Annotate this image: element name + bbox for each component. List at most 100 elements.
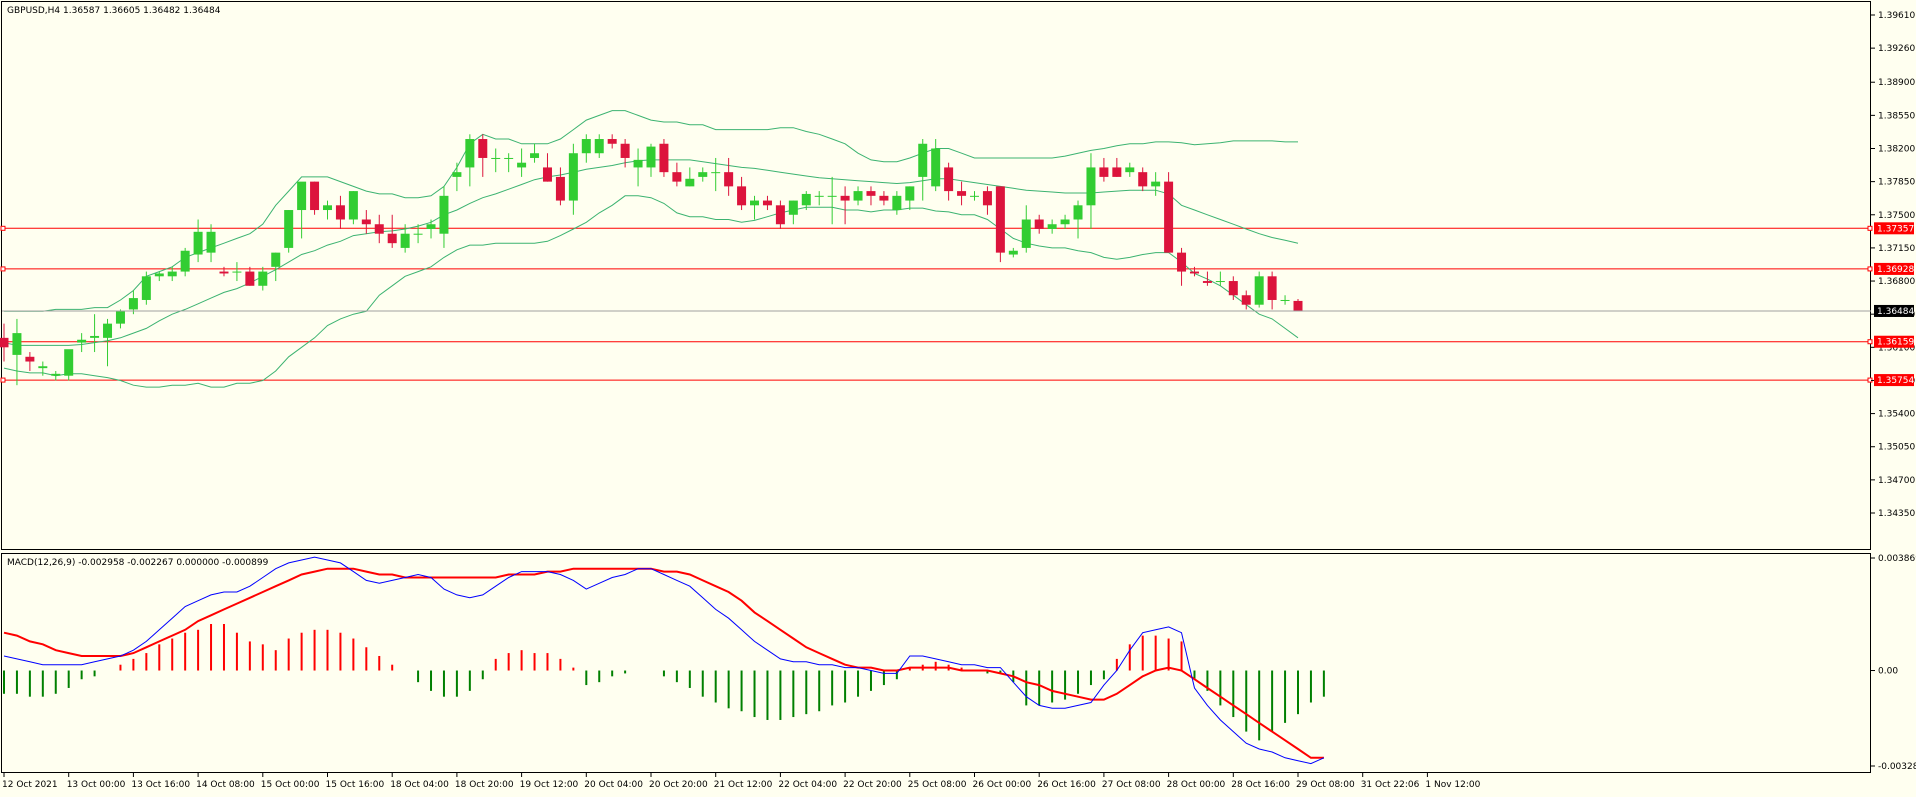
candle-body xyxy=(387,233,397,244)
candle-body xyxy=(646,146,656,168)
time-tick-label: 20 Oct 04:00 xyxy=(584,780,643,790)
candle-78 xyxy=(1008,247,1018,258)
macd-header: MACD(12,26,9) -0.002958 -0.002267 0.0000… xyxy=(7,558,269,568)
candle-body xyxy=(167,271,177,277)
candle-74 xyxy=(957,181,967,206)
level-tag-label: 1.37357 xyxy=(1877,224,1914,234)
candle-4 xyxy=(51,370,61,381)
candle-body xyxy=(374,224,384,234)
candle-body xyxy=(672,172,682,182)
candle-57 xyxy=(737,176,747,211)
candle-body xyxy=(426,224,436,229)
candle-100 xyxy=(1293,299,1303,312)
time-tick-label: 20 Oct 20:00 xyxy=(649,780,708,790)
macd-axis: 0.003869 0.00 -0.003283 xyxy=(1871,554,1916,772)
candle-92 xyxy=(1189,266,1199,277)
time-tick-label: 15 Oct 16:00 xyxy=(326,780,385,790)
candle-body xyxy=(866,191,876,196)
candle-body xyxy=(659,143,669,173)
candle-32 xyxy=(413,224,423,244)
level-handle-right-1 xyxy=(1867,266,1873,272)
candle-body xyxy=(154,273,164,277)
time-tick-label: 28 Oct 00:00 xyxy=(1167,780,1226,790)
candle-body xyxy=(51,373,61,376)
macd-tick-label: 0.003869 xyxy=(1878,554,1916,564)
current-price-label: 1.36484 xyxy=(1877,307,1914,317)
candle-6 xyxy=(77,333,87,353)
candle-body xyxy=(413,233,423,235)
candle-body xyxy=(206,231,216,253)
candle-body xyxy=(737,186,747,206)
candle-body xyxy=(1280,299,1290,301)
price-tick-label: 1.36100 xyxy=(1878,343,1915,353)
candle-39 xyxy=(504,153,514,173)
candle-body xyxy=(193,231,203,255)
time-tick-label: 18 Oct 04:00 xyxy=(390,780,449,790)
candle-body xyxy=(957,191,967,196)
candle-body xyxy=(491,157,501,159)
candle-52 xyxy=(672,162,682,187)
candle-body xyxy=(724,172,734,187)
candle-body xyxy=(995,186,1005,253)
candle-22 xyxy=(284,210,294,253)
candle-48 xyxy=(620,139,630,168)
candle-82 xyxy=(1060,214,1070,229)
price-tick-label: 1.39610 xyxy=(1878,11,1915,21)
price-tick-label: 1.37150 xyxy=(1878,244,1915,254)
candle-35 xyxy=(452,162,462,192)
candle-9 xyxy=(115,309,125,329)
candle-body xyxy=(788,200,798,215)
candle-60 xyxy=(775,200,785,229)
candle-50 xyxy=(646,143,656,177)
candle-2 xyxy=(25,352,35,371)
level-handle-left-1 xyxy=(0,266,6,272)
time-tick-label: 13 Oct 16:00 xyxy=(131,780,190,790)
candle-body xyxy=(1021,219,1031,248)
candle-46 xyxy=(594,134,604,158)
candle-body xyxy=(517,162,527,168)
candle-25 xyxy=(323,200,332,220)
candle-body xyxy=(853,191,863,201)
candle-body xyxy=(335,205,345,220)
candle-body xyxy=(103,323,113,338)
candle-62 xyxy=(801,191,811,211)
price-tick-label: 1.35400 xyxy=(1878,410,1915,420)
candle-body xyxy=(711,172,721,174)
candle-71 xyxy=(918,139,928,201)
candle-body xyxy=(348,191,358,220)
candle-31 xyxy=(400,224,410,253)
candle-79 xyxy=(1021,205,1031,253)
candle-body xyxy=(568,153,578,201)
candle-body xyxy=(879,195,889,201)
candle-95 xyxy=(1228,276,1238,300)
candle-body xyxy=(1086,167,1096,206)
candle-80 xyxy=(1034,214,1044,234)
candle-21 xyxy=(271,252,281,282)
candle-20 xyxy=(258,266,268,291)
candle-body xyxy=(1138,172,1148,187)
time-tick-label: 15 Oct 00:00 xyxy=(261,780,320,790)
candle-76 xyxy=(982,186,992,215)
candle-body xyxy=(685,178,695,187)
candle-93 xyxy=(1202,271,1212,286)
candle-26 xyxy=(335,195,345,229)
price-tick-label: 1.37500 xyxy=(1878,211,1915,221)
time-tick-label: 22 Oct 20:00 xyxy=(843,780,902,790)
candle-53 xyxy=(685,167,695,187)
candle-7 xyxy=(90,314,100,353)
level-handle-right-0 xyxy=(1867,225,1873,231)
candle-body xyxy=(0,337,9,348)
candle-body xyxy=(1293,300,1303,312)
price-tick-label: 1.34700 xyxy=(1878,476,1915,486)
time-tick-label: 13 Oct 00:00 xyxy=(67,780,126,790)
candle-24 xyxy=(310,181,320,215)
candle-body xyxy=(90,335,100,338)
candle-69 xyxy=(892,191,902,215)
candle-body xyxy=(258,271,268,286)
candle-body xyxy=(478,139,488,158)
candle-body xyxy=(219,271,229,274)
candle-body xyxy=(1164,181,1174,253)
